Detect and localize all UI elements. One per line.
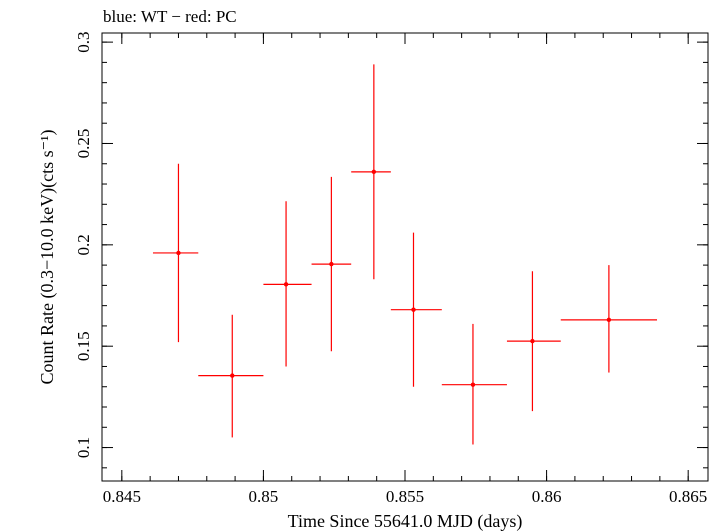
data-marker [329, 261, 334, 267]
y-tick-label: 0.25 [74, 129, 93, 159]
data-point [390, 232, 442, 387]
y-tick-label: 0.3 [74, 31, 93, 52]
y-axis-label: Count Rate (0.3−10.0 keV)(cts s⁻¹) [37, 129, 58, 384]
y-tick-label: 0.1 [74, 437, 93, 458]
data-marker [530, 338, 535, 344]
data-point [311, 176, 352, 352]
data-point [263, 201, 312, 367]
data-marker [230, 373, 235, 378]
x-tick-label: 0.85 [249, 487, 279, 506]
x-tick-label: 0.845 [103, 487, 141, 506]
data-marker [371, 169, 377, 175]
y-tick-labels: 0.1 0.15 0.2 0.25 0.3 [74, 31, 93, 458]
x-axis-label: Time Since 55641.0 MJD (days) [288, 511, 523, 532]
data-point [560, 265, 658, 373]
y-tick-label: 0.2 [74, 234, 93, 255]
x-tick-label: 0.855 [386, 487, 424, 506]
data-point [506, 271, 561, 412]
data-marker [411, 307, 416, 312]
data-marker [470, 382, 476, 387]
x-tick-label: 0.865 [669, 487, 707, 506]
x-tick-label: 0.86 [532, 487, 562, 506]
data-marker [283, 282, 289, 287]
data-point [441, 323, 507, 445]
data-point [152, 163, 199, 343]
chart-title: blue: WT − red: PC [103, 7, 237, 26]
axis-ticks [102, 33, 708, 481]
data-point [198, 314, 264, 438]
y-tick-label: 0.15 [74, 331, 93, 361]
x-tick-labels: 0.845 0.85 0.855 0.86 0.865 [103, 487, 708, 506]
data-marker [606, 317, 612, 323]
data-marker [176, 250, 181, 256]
data-series [152, 64, 658, 445]
plot-frame [101, 32, 709, 482]
data-point [351, 64, 391, 280]
